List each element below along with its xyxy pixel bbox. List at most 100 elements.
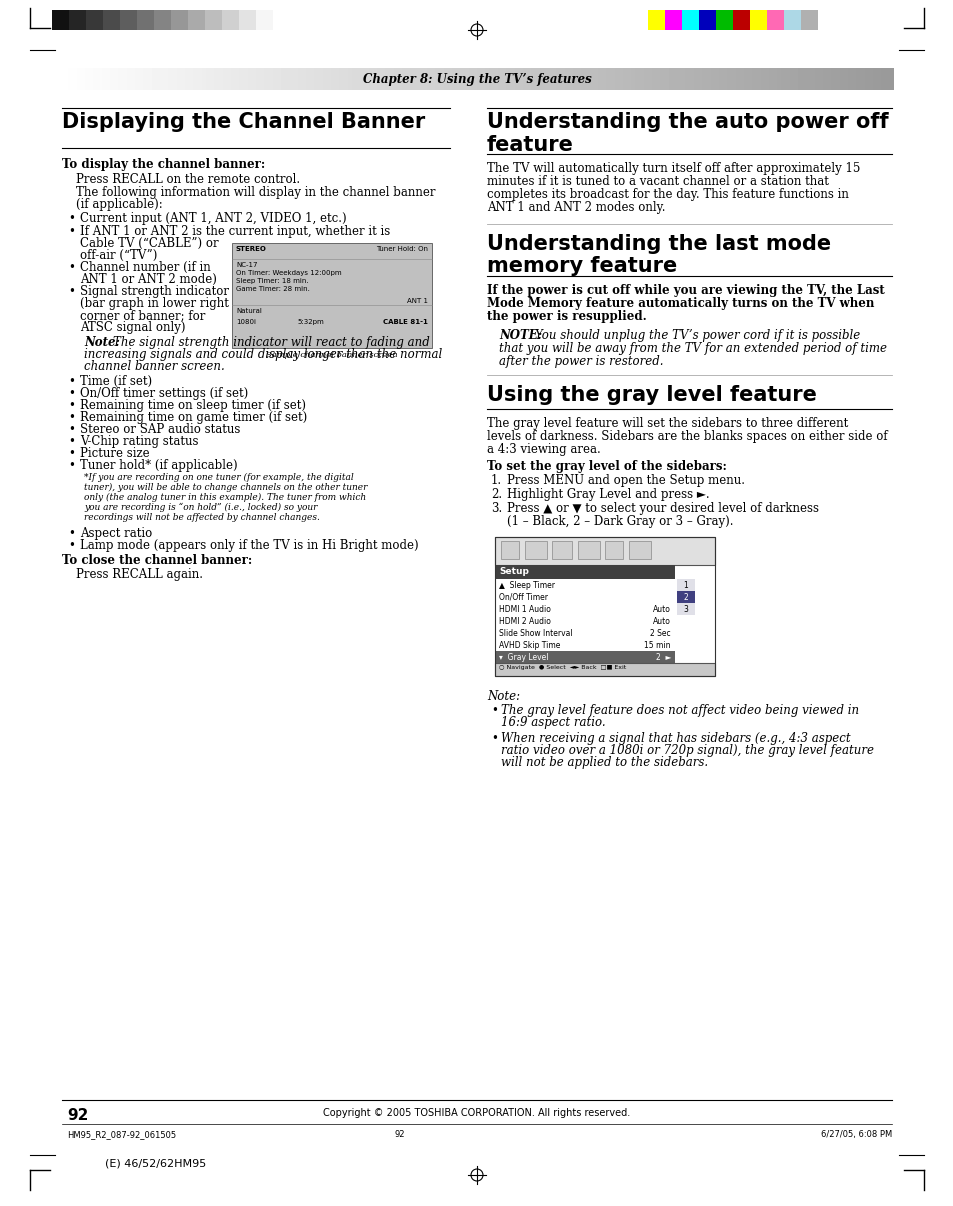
Text: V-Chip rating status: V-Chip rating status	[80, 435, 198, 447]
Text: On/Off Timer: On/Off Timer	[498, 593, 547, 602]
Bar	[495, 651, 675, 663]
Bar	[255, 10, 273, 30]
Text: •: •	[68, 260, 74, 274]
Text: Press RECALL on the remote control.: Press RECALL on the remote control.	[76, 172, 300, 186]
Text: The TV will automatically turn itself off after approximately 15: The TV will automatically turn itself of…	[486, 162, 860, 175]
Text: Aspect ratio: Aspect ratio	[80, 527, 152, 540]
Text: If the power is cut off while you are viewing the TV, the Last: If the power is cut off while you are vi…	[486, 283, 883, 297]
Text: Using the gray level feature: Using the gray level feature	[486, 385, 816, 405]
Text: will not be applied to the sidebars.: will not be applied to the sidebars.	[500, 756, 707, 769]
Text: 15 min: 15 min	[644, 642, 670, 650]
Text: Current input (ANT 1, ANT 2, VIDEO 1, etc.): Current input (ANT 1, ANT 2, VIDEO 1, et…	[80, 212, 346, 226]
Text: Sample channel banner screen: Sample channel banner screen	[266, 351, 397, 359]
Text: •: •	[68, 375, 74, 388]
Bar	[137, 10, 153, 30]
Text: Cable TV (“CABLE”) or: Cable TV (“CABLE”) or	[80, 238, 218, 250]
Text: 92: 92	[67, 1108, 89, 1123]
Bar	[677, 591, 695, 603]
Text: You should unplug the TV’s power cord if it is possible: You should unplug the TV’s power cord if…	[535, 329, 860, 343]
Text: Auto: Auto	[653, 617, 670, 626]
Text: feature: feature	[486, 135, 574, 156]
Text: (E) 46/52/62HM95: (E) 46/52/62HM95	[105, 1158, 206, 1167]
Bar	[801, 10, 817, 30]
Text: 3: 3	[683, 605, 688, 614]
Bar	[205, 10, 222, 30]
Text: Press ▲ or ▼ to select your desired level of darkness: Press ▲ or ▼ to select your desired leve…	[506, 502, 818, 515]
Bar	[664, 10, 681, 30]
Text: HDMI 1 Audio: HDMI 1 Audio	[498, 605, 550, 614]
Bar	[86, 10, 103, 30]
Text: HM95_R2_087-92_061505: HM95_R2_087-92_061505	[67, 1130, 176, 1138]
Text: HDMI 2 Audio: HDMI 2 Audio	[498, 617, 550, 626]
Text: off-air (“TV”): off-air (“TV”)	[80, 248, 157, 262]
Bar	[52, 10, 69, 30]
Text: The signal strength indicator will react to fading and: The signal strength indicator will react…	[112, 336, 429, 349]
Text: NC-17: NC-17	[235, 262, 257, 268]
Bar	[716, 10, 732, 30]
Text: Remaining time on sleep timer (if set): Remaining time on sleep timer (if set)	[80, 399, 306, 412]
Text: •: •	[68, 411, 74, 425]
Text: STEREO: STEREO	[235, 246, 267, 252]
Bar	[578, 541, 599, 560]
Bar	[171, 10, 188, 30]
Text: ANT 1 or ANT 2 mode): ANT 1 or ANT 2 mode)	[80, 273, 216, 286]
Text: 1080i: 1080i	[235, 320, 255, 324]
Text: 3.: 3.	[491, 502, 501, 515]
Text: increasing signals and could display longer than the normal: increasing signals and could display lon…	[84, 349, 442, 361]
Text: Game Timer: 28 min.: Game Timer: 28 min.	[235, 286, 310, 292]
Text: 2 Sec: 2 Sec	[650, 630, 670, 638]
Text: Natural: Natural	[235, 308, 262, 314]
Text: ○ Navigate  ● Select  ◄► Back  □■ Exit: ○ Navigate ● Select ◄► Back □■ Exit	[498, 665, 625, 671]
Text: the power is resupplied.: the power is resupplied.	[486, 310, 646, 323]
Bar	[69, 10, 86, 30]
Text: •: •	[68, 387, 74, 400]
Text: tuner), you will be able to change channels on the other tuner: tuner), you will be able to change chann…	[84, 482, 367, 492]
Text: minutes if it is tuned to a vacant channel or a station that: minutes if it is tuned to a vacant chann…	[486, 175, 828, 188]
Bar	[495, 537, 714, 677]
Text: memory feature: memory feature	[486, 256, 677, 276]
Bar	[495, 537, 714, 564]
Text: Remaining time on game timer (if set): Remaining time on game timer (if set)	[80, 411, 307, 425]
Bar	[681, 10, 699, 30]
Text: To close the channel banner:: To close the channel banner:	[62, 554, 252, 567]
Bar	[500, 541, 518, 560]
Text: Press MENU and open the Setup menu.: Press MENU and open the Setup menu.	[506, 474, 744, 487]
Text: Channel number (if in: Channel number (if in	[80, 260, 211, 274]
Text: Displaying the Channel Banner: Displaying the Channel Banner	[62, 112, 425, 131]
Text: •: •	[68, 459, 74, 472]
Text: Understanding the auto power off: Understanding the auto power off	[486, 112, 887, 131]
Text: •: •	[68, 447, 74, 459]
Text: Lamp mode (appears only if the TV is in Hi Bright mode): Lamp mode (appears only if the TV is in …	[80, 539, 418, 552]
Text: Highlight Gray Level and press ►.: Highlight Gray Level and press ►.	[506, 488, 709, 500]
Bar	[628, 541, 650, 560]
Bar	[524, 541, 546, 560]
Text: Note:: Note:	[486, 690, 519, 703]
Text: Understanding the last mode: Understanding the last mode	[486, 234, 830, 254]
Text: 2.: 2.	[491, 488, 501, 500]
Bar	[732, 10, 749, 30]
Text: On Timer: Weekdays 12:00pm: On Timer: Weekdays 12:00pm	[235, 270, 341, 276]
Text: (bar graph in lower right: (bar graph in lower right	[80, 297, 229, 310]
Bar	[783, 10, 801, 30]
Bar	[766, 10, 783, 30]
Text: Setup: Setup	[498, 567, 528, 576]
Text: ▲  Sleep Timer: ▲ Sleep Timer	[498, 581, 555, 590]
Text: AVHD Skip Time: AVHD Skip Time	[498, 642, 559, 650]
Text: corner of banner; for: corner of banner; for	[80, 309, 205, 322]
Text: •: •	[68, 435, 74, 447]
Text: you are recording is “on hold” (i.e., locked) so your: you are recording is “on hold” (i.e., lo…	[84, 503, 317, 513]
Bar	[232, 242, 432, 349]
Bar	[677, 579, 695, 591]
Text: On/Off timer settings (if set): On/Off timer settings (if set)	[80, 387, 248, 400]
Text: channel banner screen.: channel banner screen.	[84, 361, 225, 373]
Bar	[604, 541, 622, 560]
Text: ATSC signal only): ATSC signal only)	[80, 321, 185, 334]
Text: 2: 2	[683, 593, 688, 602]
Text: Stereo or SAP audio status: Stereo or SAP audio status	[80, 423, 240, 437]
Text: •: •	[491, 704, 497, 718]
Text: recordings will not be affected by channel changes.: recordings will not be affected by chann…	[84, 513, 319, 522]
Bar	[749, 10, 766, 30]
Text: Time (if set): Time (if set)	[80, 375, 152, 388]
Text: 2  ►: 2 ►	[655, 652, 670, 662]
Text: ANT 1 and ANT 2 modes only.: ANT 1 and ANT 2 modes only.	[486, 201, 665, 213]
